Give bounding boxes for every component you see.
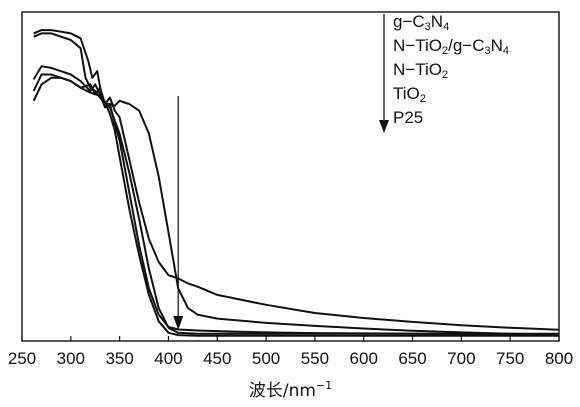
legend-entry-2: N−TiO2/g−C3N4 xyxy=(393,36,509,57)
plot-frame xyxy=(21,11,560,342)
x-tick-label-750: 750 xyxy=(496,349,524,368)
x-tick-label-450: 450 xyxy=(203,349,231,368)
series-line-1 xyxy=(33,32,560,337)
x-tick-label-400: 400 xyxy=(154,349,182,368)
legend-entry-1: g−C3N4 xyxy=(393,12,449,33)
legend: g−C3N4 N−TiO2/g−C3N4 N−TiO2 TiO2 P25 xyxy=(379,12,509,133)
legend-entry-5: P25 xyxy=(393,108,423,127)
legend-entry-3: N−TiO2 xyxy=(393,60,448,81)
annotation-arrow-head xyxy=(173,316,184,330)
x-axis-ticks: 250 300 350 400 450 500 550 600 650 700 750 800 xyxy=(8,336,573,368)
x-axis-title: 波长/nm−1 xyxy=(249,379,332,401)
x-tick-label-250: 250 xyxy=(8,349,36,368)
legend-arrow-head xyxy=(379,120,389,133)
series-line-5 xyxy=(32,73,559,335)
annotation-arrow xyxy=(173,96,184,330)
x-tick-label-300: 300 xyxy=(57,349,85,368)
series-line-3 xyxy=(33,29,559,337)
legend-entry-4: TiO2 xyxy=(393,84,426,105)
x-tick-label-600: 600 xyxy=(350,349,378,368)
x-tick-label-350: 350 xyxy=(105,349,133,368)
x-tick-label-550: 550 xyxy=(301,349,329,368)
x-tick-label-700: 700 xyxy=(447,349,475,368)
x-tick-label-500: 500 xyxy=(252,349,280,368)
x-tick-label-800: 800 xyxy=(545,349,573,368)
series-layer xyxy=(32,29,560,337)
plot-border xyxy=(21,11,560,342)
x-tick-label-650: 650 xyxy=(398,349,426,368)
